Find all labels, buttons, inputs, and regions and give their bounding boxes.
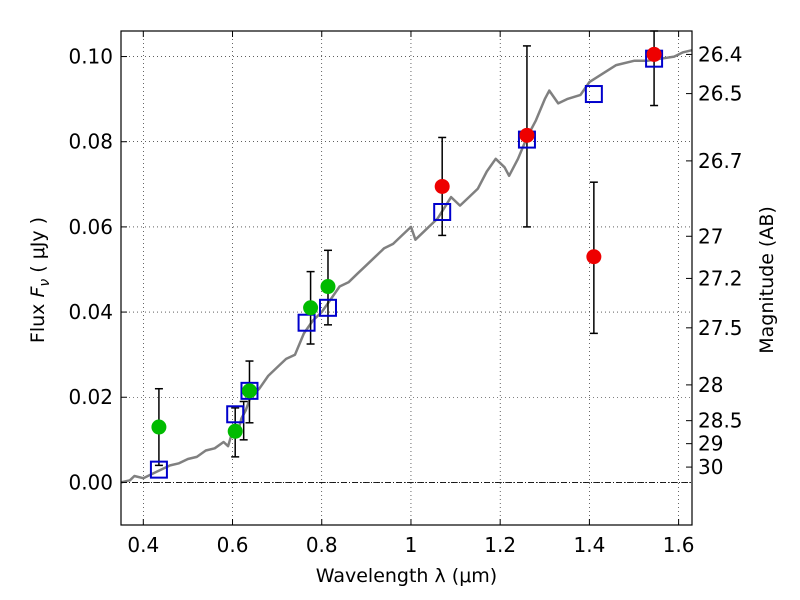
ticks: 0.4 0.6 0.8 1 1.2 1.4 1.6 0.00 0.02 0.04 0.06 0.08 0… [68, 31, 743, 557]
circle-marker [434, 178, 450, 194]
circle-marker [151, 419, 167, 435]
y-tick-label: 0.00 [68, 470, 113, 494]
x-tick-label: 0.8 [306, 533, 338, 557]
square-marker [318, 298, 337, 317]
x-tick-label: 1.2 [484, 533, 516, 557]
circle-marker [320, 279, 336, 295]
y2-tick-label: 27 [698, 224, 723, 248]
y-tick-label: 0.02 [68, 385, 113, 409]
y2-tick-label: 28 [698, 373, 723, 397]
y2-tick-label: 27.5 [698, 316, 743, 340]
square-marker [149, 460, 168, 479]
y2-tick-label: 26.7 [698, 149, 743, 173]
x-axis-label: Wavelength λ (μm) [316, 565, 497, 587]
series-layer [120, 30, 693, 484]
y-axis-label-sub: ν [37, 279, 53, 287]
y-axis-label-pre: Flux [27, 298, 49, 344]
circle-marker [241, 383, 257, 399]
x-tick-label: 1 [405, 533, 418, 557]
square-marker [433, 202, 452, 221]
circle-marker [646, 46, 662, 62]
circle-marker [227, 423, 243, 439]
y-axis-label-post: ( μJy ) [27, 217, 49, 279]
y2-tick-label: 27.2 [698, 266, 743, 290]
square-marker [226, 405, 245, 424]
circle-marker [586, 249, 602, 265]
square-marker [584, 85, 603, 104]
error-bar [650, 30, 659, 107]
y-axis-label: Flux Fν ( μJy ) [27, 217, 53, 343]
x-tick-label: 1.4 [573, 533, 605, 557]
square-marker [240, 381, 259, 400]
y2-tick-label: 26.4 [698, 42, 743, 66]
y-tick-label: 0.04 [68, 300, 113, 324]
y2-tick-label: 28.5 [698, 409, 743, 433]
y-tick-label: 0.10 [68, 45, 113, 69]
x-tick-label: 0.6 [217, 533, 249, 557]
model-spectrum-line [120, 48, 693, 484]
circle-marker [303, 300, 319, 316]
x-tick-label: 1.6 [663, 533, 695, 557]
y2-axis-label: Magnitude (AB) [756, 206, 778, 354]
y2-tick-label: 26.5 [698, 82, 743, 106]
y-axis-label-var: F [27, 286, 49, 298]
y-tick-label: 0.06 [68, 215, 113, 239]
square-marker [297, 313, 316, 332]
y-tick-label: 0.08 [68, 130, 113, 154]
circle-marker [519, 127, 535, 143]
x-tick-label: 0.4 [127, 533, 159, 557]
y2-tick-label: 30 [698, 455, 723, 479]
y2-tick-label: 29 [698, 432, 723, 456]
